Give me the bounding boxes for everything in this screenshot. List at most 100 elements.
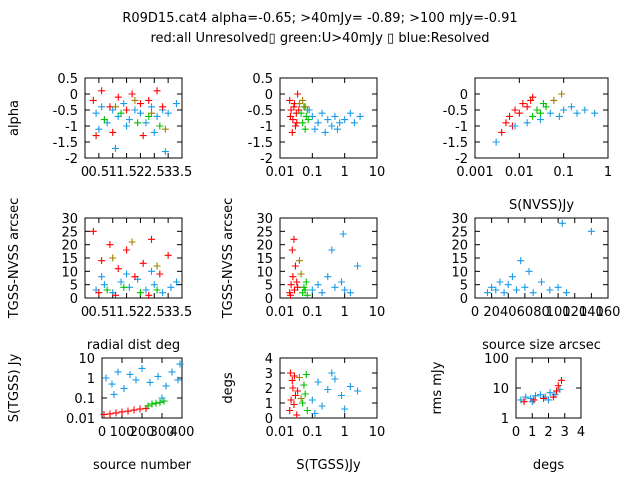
data-point-blue bbox=[517, 396, 525, 404]
x-tick-label: 2 bbox=[544, 425, 552, 440]
panels: 0 0.5 1 1.5 2 2.5 3 3.5-2-1.5-1-0.500.5alpha0.0… bbox=[7, 72, 620, 473]
data-point-blue bbox=[318, 402, 326, 410]
y-tick-label: 10 bbox=[256, 265, 273, 280]
data-point-blue bbox=[117, 278, 125, 286]
data-point-red bbox=[294, 90, 302, 98]
x-axis-label: source size arcsec bbox=[482, 338, 601, 353]
x-tick-label: 1 bbox=[109, 305, 117, 320]
x-tick-label: 0.01 bbox=[266, 425, 295, 440]
data-point-blue bbox=[168, 368, 176, 376]
data-point-blue bbox=[529, 289, 537, 297]
data-point-red bbox=[291, 392, 299, 399]
data-point-red bbox=[156, 270, 164, 278]
x-tick-label: 20 bbox=[483, 305, 500, 320]
data-point-blue bbox=[161, 148, 169, 156]
y-axis-label: alpha bbox=[7, 100, 22, 136]
data-point-green bbox=[529, 112, 537, 120]
data-point-red bbox=[502, 119, 510, 127]
y-tick-label: 3 bbox=[265, 367, 273, 382]
x-tick-label: 60 bbox=[517, 305, 534, 320]
data-point-blue bbox=[98, 103, 106, 111]
data-point-blue bbox=[536, 116, 544, 124]
x-tick-label: 0 bbox=[471, 305, 479, 320]
data-point-blue bbox=[167, 283, 175, 291]
y-tick-label: 10 bbox=[61, 265, 78, 280]
x-tick-label: 100 bbox=[546, 305, 571, 320]
data-point-blue bbox=[573, 109, 581, 117]
data-point-blue bbox=[546, 286, 554, 294]
y-tick-label: -1.5 bbox=[443, 136, 468, 151]
data-point-blue bbox=[346, 383, 354, 390]
data-point-blue bbox=[339, 230, 347, 238]
x-tick-label: 300 bbox=[150, 425, 175, 440]
data-point-red bbox=[290, 235, 298, 243]
data-point-blue bbox=[511, 122, 519, 130]
data-point-green bbox=[156, 398, 164, 406]
data-point-blue bbox=[545, 396, 552, 404]
data-point-blue bbox=[164, 109, 172, 117]
y-tick-label: 1 bbox=[265, 397, 273, 412]
plot-frame bbox=[474, 77, 609, 159]
data-point-olive bbox=[131, 96, 139, 104]
y-tick-label: -2 bbox=[65, 152, 78, 167]
data-point-red bbox=[293, 411, 301, 419]
data-point-blue bbox=[591, 109, 599, 117]
data-point-blue bbox=[331, 112, 339, 120]
data-point-olive bbox=[299, 96, 307, 104]
data-point-red bbox=[287, 396, 295, 404]
data-point-red bbox=[520, 398, 528, 406]
data-point-red bbox=[293, 278, 301, 286]
data-point-green bbox=[156, 122, 164, 130]
data-point-green bbox=[297, 109, 305, 117]
data-point-blue bbox=[555, 112, 563, 120]
y-tick-label: 25 bbox=[451, 225, 468, 240]
data-point-blue bbox=[324, 116, 332, 124]
data-point-blue bbox=[131, 106, 139, 114]
data-point-red bbox=[130, 406, 138, 414]
data-point-blue bbox=[350, 119, 358, 127]
data-point-red bbox=[123, 246, 131, 254]
y-tick-label: 25 bbox=[61, 225, 78, 240]
data-point-green bbox=[148, 400, 156, 408]
y-tick-label: 0.5 bbox=[252, 72, 273, 87]
x-tick-label: 10 bbox=[369, 425, 386, 440]
data-point-green bbox=[152, 399, 160, 407]
data-point-red bbox=[286, 369, 294, 377]
data-point-red bbox=[145, 291, 153, 299]
y-tick-label: -2 bbox=[455, 152, 468, 167]
y-tick-label: 0.1 bbox=[74, 392, 95, 407]
data-point-blue bbox=[102, 374, 110, 382]
data-point-blue bbox=[492, 138, 500, 146]
x-tick-label: 0.01 bbox=[505, 165, 534, 180]
x-tick-label: 0.5 bbox=[89, 165, 110, 180]
data-point-olive bbox=[153, 262, 161, 270]
x-tick-label: 3 bbox=[561, 425, 569, 440]
data-point-blue bbox=[581, 106, 589, 114]
x-axis-label: degs bbox=[533, 458, 565, 473]
data-point-blue bbox=[148, 103, 156, 111]
data-point-blue bbox=[159, 289, 167, 297]
data-point-blue bbox=[354, 262, 362, 270]
y-tick-label: 25 bbox=[256, 225, 273, 240]
data-point-blue bbox=[333, 125, 341, 133]
panel-p3: 0.001 0.01 0.1 1 -2-1.5-1-0.50 S(NVSS)Jy bbox=[443, 77, 612, 213]
data-point-blue bbox=[331, 375, 339, 383]
x-axis-label: S(TGSS)Jy bbox=[296, 458, 361, 473]
data-point-green bbox=[100, 116, 108, 124]
data-point-blue bbox=[331, 283, 339, 291]
y-axis-label: TGSS-NVSS arcsec bbox=[7, 198, 22, 320]
y-tick-label: 0 bbox=[460, 88, 468, 103]
data-point-red bbox=[558, 376, 565, 384]
data-point-red bbox=[290, 372, 298, 380]
plot-frame bbox=[84, 217, 183, 299]
data-point-red bbox=[553, 387, 561, 395]
data-point-red bbox=[153, 87, 161, 95]
x-tick-label: 10 bbox=[369, 305, 386, 320]
data-point-red bbox=[290, 103, 298, 111]
y-tick-label: 0.01 bbox=[66, 412, 95, 427]
x-tick-label: 1 bbox=[341, 425, 349, 440]
data-point-red bbox=[109, 128, 117, 136]
x-tick-label: 120 bbox=[562, 305, 587, 320]
